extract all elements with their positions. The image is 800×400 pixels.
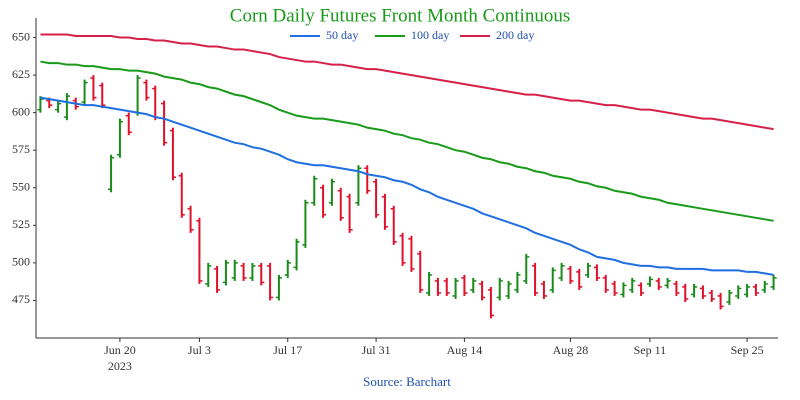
x-tick-label: Aug 14 — [447, 343, 483, 357]
y-tick-label: 525 — [12, 217, 30, 231]
legend-label: 50 day — [326, 28, 358, 42]
chart-title: Corn Daily Futures Front Month Continuou… — [230, 5, 570, 26]
y-tick-label: 575 — [12, 142, 30, 156]
x-tick-label: Jul 17 — [273, 343, 302, 357]
y-tick-label: 550 — [12, 180, 30, 194]
y-tick-label: 500 — [12, 255, 30, 269]
x-tick-label: Sep 25 — [731, 343, 764, 357]
x-tick-label: Sep 11 — [634, 343, 667, 357]
y-tick-label: 600 — [12, 104, 30, 118]
x-tick-label: Jul 31 — [362, 343, 391, 357]
x-tick-label: Aug 28 — [553, 343, 589, 357]
legend-label: 200 day — [496, 28, 534, 42]
x-tick-label: Jun 20 — [104, 343, 136, 357]
x-tick-label: Jul 3 — [188, 343, 211, 357]
source-note: Source: Barchart — [363, 374, 451, 389]
ma-line — [40, 96, 774, 276]
x-year-label: 2023 — [108, 359, 132, 373]
ma-line — [40, 33, 774, 131]
y-tick-label: 625 — [12, 67, 30, 81]
legend-label: 100 day — [411, 28, 449, 42]
ma-line — [40, 60, 774, 222]
y-tick-label: 475 — [12, 292, 30, 306]
y-tick-label: 650 — [12, 29, 30, 43]
